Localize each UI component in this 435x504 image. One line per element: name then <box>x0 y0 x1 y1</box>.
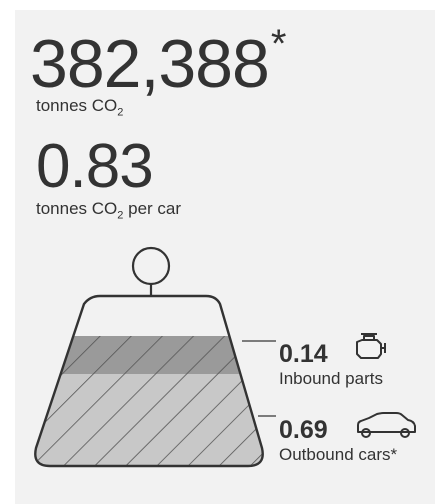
total-emissions-unit: tonnes CO2 <box>36 96 124 119</box>
car-icon <box>357 412 416 438</box>
per-car-emissions-unit: tonnes CO2 per car <box>36 199 182 222</box>
weight-outline <box>34 294 264 468</box>
inbound-parts-label: Inbound parts <box>279 369 383 388</box>
weight-ring <box>131 246 171 286</box>
inbound-parts-item: 0.14 Inbound parts <box>279 340 383 389</box>
engine-icon <box>356 333 386 359</box>
outbound-cars-label: Outbound cars* <box>279 445 398 464</box>
total-emissions-value: 382,388 <box>30 26 270 102</box>
total-emissions: 382,388* <box>30 24 286 98</box>
outbound-cars-item: 0.69 Outbound cars* <box>279 416 397 465</box>
outbound-cars-value: 0.69 <box>279 416 328 444</box>
per-car-emissions-value: 0.83 <box>36 132 154 201</box>
total-emissions-asterisk: * <box>270 22 287 66</box>
inbound-parts-value: 0.14 <box>279 340 328 368</box>
